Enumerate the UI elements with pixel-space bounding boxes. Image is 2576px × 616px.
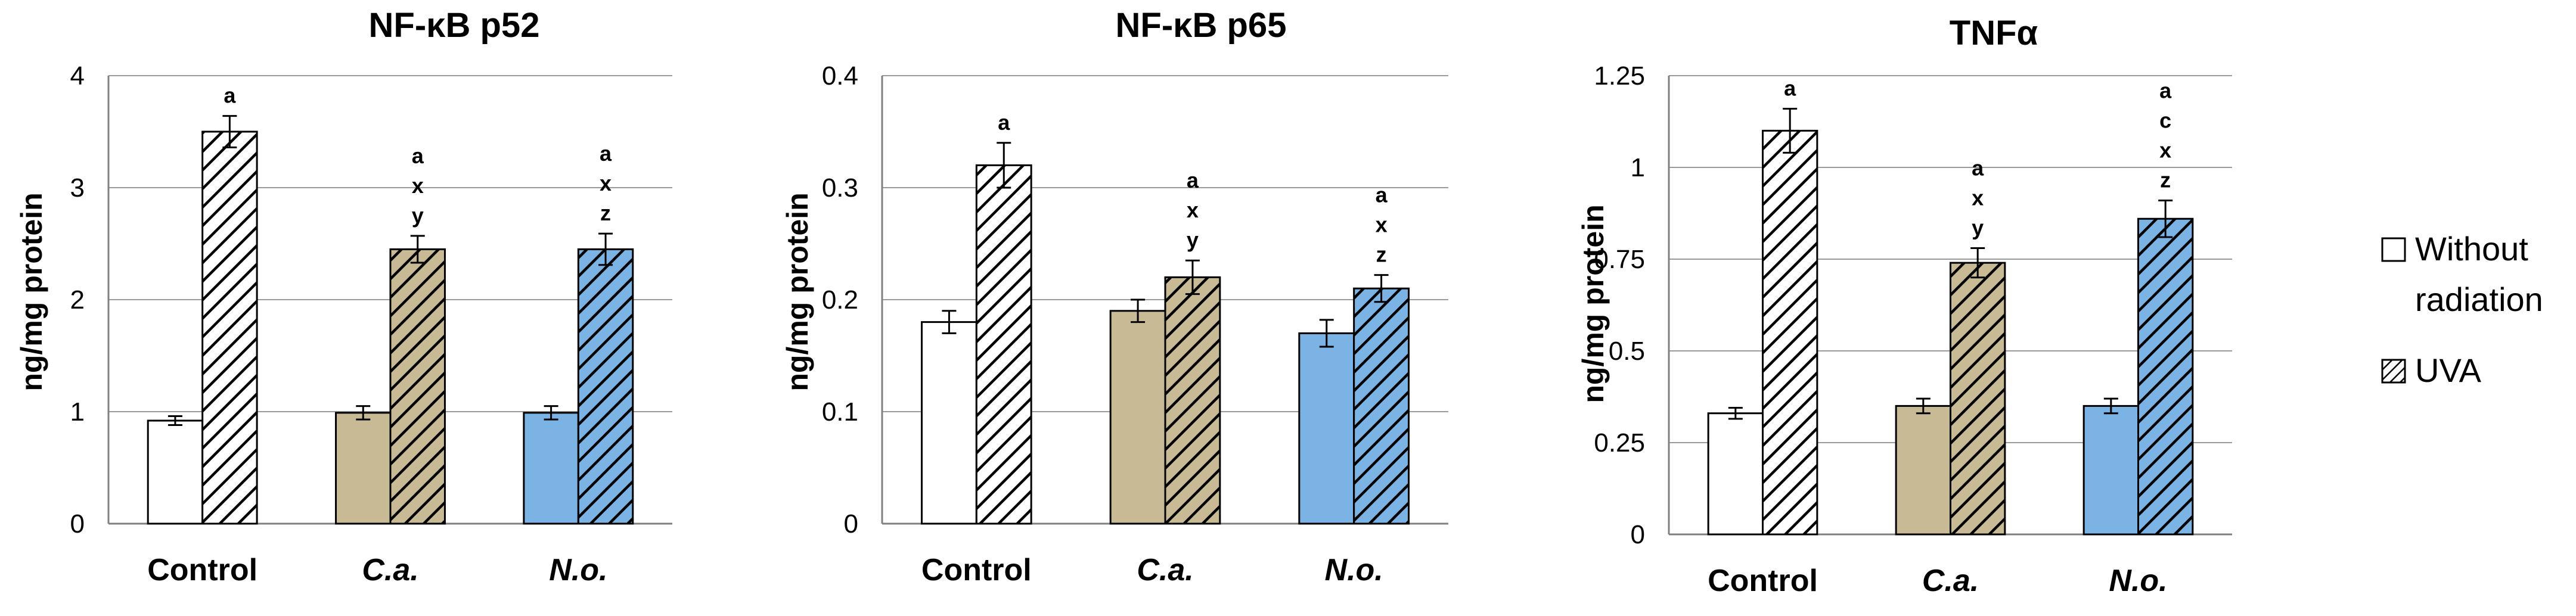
- bar-control-without-radiation: [1707, 412, 1764, 536]
- significance-letter: y: [1187, 228, 1199, 252]
- x-tick-label: N.o.: [2109, 564, 2167, 598]
- significance-letter: a: [412, 144, 424, 168]
- error-bar-ca-uva: [1185, 259, 1200, 295]
- y-axis-label: ng/mg protein: [781, 192, 814, 391]
- error-bar-control-uva: [1783, 107, 1798, 154]
- x-tick-label: C.a.: [1137, 553, 1193, 587]
- y-tick-label: 0.3: [822, 173, 858, 203]
- bar-control-uva: [975, 164, 1032, 525]
- chart-tnfa: TNFα ng/mg protein 0 0.25 0.5 0.75 1 1.25 a Co…: [1576, 14, 2232, 598]
- y-tick-label: 0.25: [1594, 428, 1645, 458]
- y-tick-label: 0: [1631, 520, 1645, 549]
- x-tick-label: N.o.: [549, 553, 607, 587]
- error-bar-control-without-radiation: [167, 415, 182, 427]
- significance-letter: x: [1187, 198, 1199, 222]
- significance-letter: a: [1187, 168, 1199, 192]
- bar-no-without-radiation: [523, 412, 579, 525]
- legend-label-uva: UVA: [2415, 351, 2482, 389]
- error-bar-no-uva: [1374, 274, 1389, 303]
- error-bar-no-without-radiation: [2103, 397, 2118, 415]
- error-bar-control-without-radiation: [942, 310, 957, 334]
- chart-title: TNFα: [1950, 14, 2038, 52]
- y-tick-label: 0.75: [1594, 245, 1645, 274]
- bar-ca-uva: [1164, 276, 1221, 525]
- legend-label-without-radiation-line2: radiation: [2415, 281, 2543, 318]
- bar-no-uva: [577, 248, 634, 525]
- x-tick-label: C.a.: [362, 553, 418, 587]
- chart-title: NF-κB p65: [1116, 6, 1287, 45]
- error-bar-control-uva: [222, 115, 237, 148]
- significance-letter: z: [1376, 242, 1387, 267]
- y-axis-label: ng/mg protein: [15, 192, 48, 391]
- y-tick-label: 3: [70, 173, 85, 203]
- significance-letter: x: [1376, 213, 1388, 237]
- x-tick-label: C.a.: [1922, 564, 1979, 598]
- bar-no-uva: [2137, 217, 2194, 536]
- x-tick-label: Control: [921, 553, 1032, 587]
- error-bar-no-uva: [598, 232, 613, 266]
- error-bar-ca-without-radiation: [1131, 298, 1146, 323]
- y-tick-label: 0.4: [822, 61, 858, 91]
- legend: Without radiation UVA: [2381, 230, 2543, 389]
- y-tick-label: 1: [70, 397, 85, 427]
- bar-no-uva: [1353, 287, 1410, 525]
- significance-letter: a: [1784, 76, 1796, 100]
- bar-control-uva: [201, 130, 258, 525]
- error-bar-ca-uva: [410, 235, 425, 264]
- error-bar-ca-without-radiation: [356, 405, 371, 421]
- y-tick-label: 4: [70, 61, 85, 91]
- significance-letter: c: [2159, 108, 2171, 132]
- bar-control-without-radiation: [921, 321, 977, 525]
- error-bar-no-without-radiation: [544, 405, 558, 421]
- x-tick-label: Control: [1708, 564, 1818, 598]
- error-bar-no-uva: [2158, 199, 2173, 238]
- significance-letter: y: [412, 203, 424, 228]
- x-tick-label: N.o.: [1325, 553, 1383, 587]
- significance-letter: a: [1376, 183, 1388, 207]
- y-tick-label: 1.25: [1594, 61, 1645, 91]
- significance-letter: a: [224, 83, 236, 108]
- error-bar-ca-without-radiation: [1916, 397, 1931, 415]
- error-bar-control-uva: [997, 142, 1011, 189]
- bar-ca-without-radiation: [1109, 310, 1166, 525]
- legend-label-without-radiation: Without: [2415, 230, 2528, 267]
- legend-swatch-uva: [2381, 359, 2406, 384]
- error-bar-control-without-radiation: [1728, 406, 1743, 420]
- legend-swatch-without-radiation: [2381, 237, 2406, 262]
- y-axis-label: ng/mg protein: [1576, 204, 1610, 403]
- bar-control-without-radiation: [147, 419, 204, 525]
- bar-ca-uva: [1950, 262, 2006, 536]
- chart-title: NF-κB p52: [369, 6, 540, 45]
- significance-letter: z: [600, 201, 611, 225]
- y-tick-label: 0.5: [1609, 337, 1645, 366]
- bar-ca-uva: [389, 248, 446, 525]
- y-tick-label: 0.2: [822, 285, 858, 315]
- significance-letter: y: [1972, 216, 1984, 240]
- bar-ca-without-radiation: [1895, 405, 1951, 536]
- significance-letter: x: [1972, 186, 1984, 210]
- significance-letter: x: [412, 173, 424, 198]
- bar-control-uva: [1762, 129, 1818, 536]
- x-tick-label: Control: [147, 553, 257, 587]
- y-tick-label: 2: [70, 285, 85, 315]
- y-tick-label: 1: [1631, 153, 1645, 182]
- bar-no-without-radiation: [1298, 332, 1355, 525]
- significance-letter: x: [600, 171, 612, 195]
- significance-letter: a: [1972, 156, 1984, 181]
- bar-ca-without-radiation: [335, 412, 392, 525]
- significance-letter: a: [998, 110, 1010, 135]
- y-tick-label: 0: [844, 509, 858, 539]
- error-bar-ca-uva: [1970, 247, 1985, 279]
- y-tick-label: 0.1: [822, 397, 858, 427]
- significance-letter: x: [2159, 138, 2171, 162]
- error-bar-no-without-radiation: [1319, 319, 1334, 348]
- significance-letter: a: [2159, 78, 2172, 102]
- significance-letter: z: [2160, 167, 2171, 192]
- significance-letter: a: [600, 141, 612, 166]
- chart-nfkb-p65: NF-κB p65 ng/mg protein 0 0.1 0.2 0.3 0.4 a C…: [781, 6, 1448, 587]
- bar-no-without-radiation: [2082, 405, 2139, 536]
- y-tick-label: 0: [70, 509, 85, 539]
